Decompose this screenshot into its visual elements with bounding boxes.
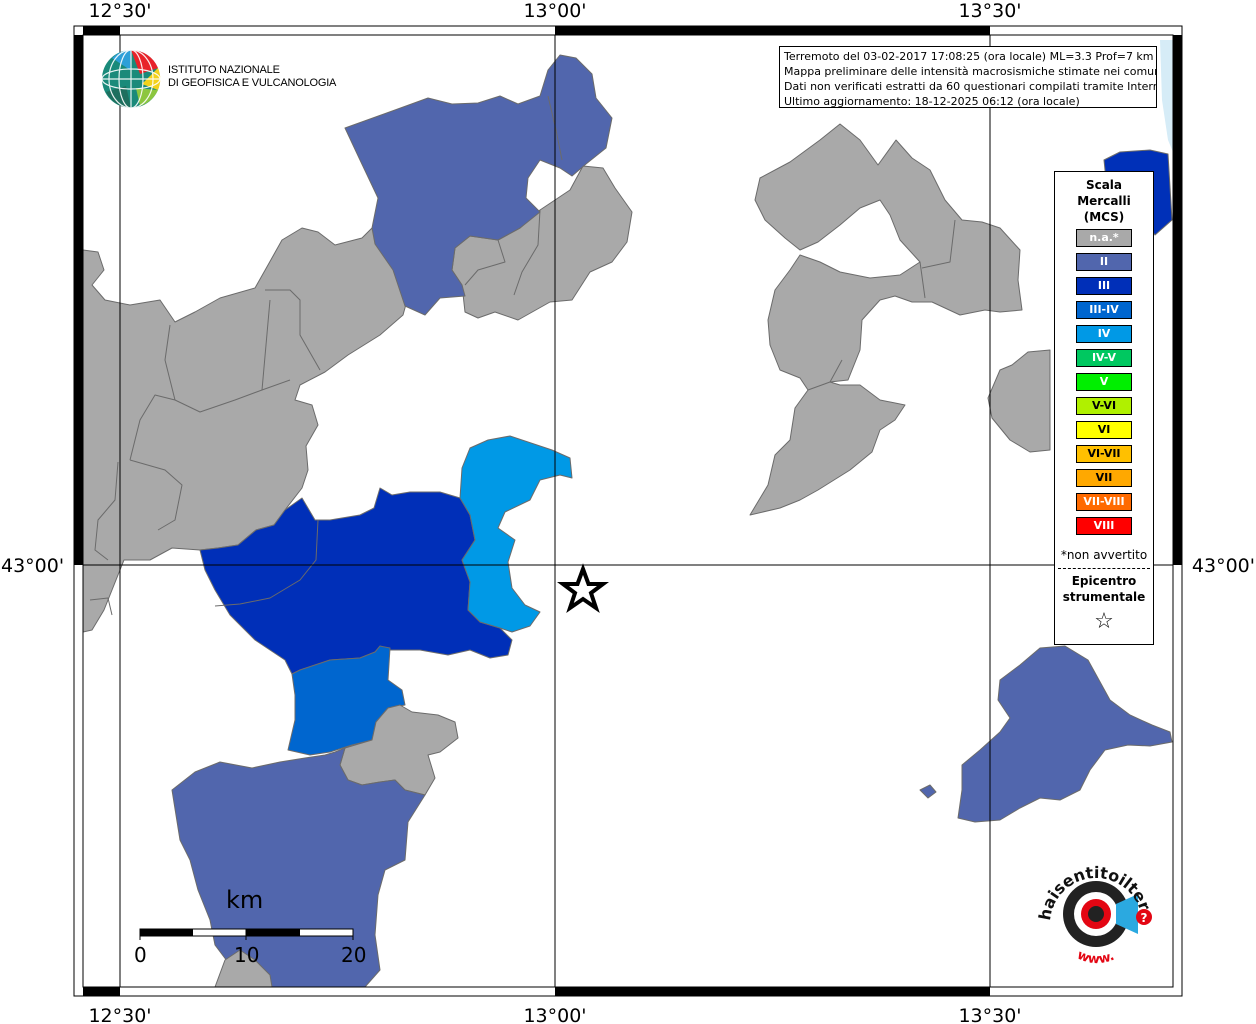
municipality-border — [89, 289, 321, 616]
legend-item-vi: VI — [1076, 421, 1132, 439]
municipality-na — [214, 949, 273, 987]
legend-item-iv-v: IV-V — [1076, 349, 1132, 367]
scale-label-20: 20 — [341, 943, 367, 967]
municipality-IV — [459, 435, 573, 633]
municipality-II — [957, 645, 1173, 823]
coord-top-2: 13°00' — [523, 0, 586, 22]
legend-title-line1: Scala — [1085, 178, 1123, 192]
legend-separator — [1058, 568, 1150, 569]
municipality-border — [547, 95, 563, 161]
event-info-line3: Dati non verificati estratti da 60 quest… — [784, 80, 1157, 93]
event-info-line2: Mappa preliminare delle intensità macros… — [784, 65, 1157, 78]
ingv-name-line1: ISTITUTO NAZIONALE — [168, 64, 280, 76]
coord-right: 43°00' — [1192, 555, 1255, 577]
municipality-na — [83, 227, 411, 633]
coord-top-1: 12°30' — [88, 0, 151, 22]
legend-item-v-vi: V-VI — [1076, 397, 1132, 415]
legend-items: n.a.* II III III-IV IV IV-V V V-VI VI VI-VII VII VI… — [1055, 229, 1153, 535]
mcs-legend: Scala Mercalli (MCS) n.a.* II III III-IV IV I… — [1054, 171, 1154, 645]
legend-star-icon: ☆ — [1094, 609, 1114, 634]
legend-item-n-a: n.a.* — [1076, 229, 1132, 247]
legend-item-iii: III — [1076, 277, 1132, 295]
legend-item-vi-vii: VI-VII — [1076, 445, 1132, 463]
legend-note: *non avvertito — [1060, 548, 1148, 562]
ingv-globe-logo — [101, 49, 161, 109]
svg-text:www.: www. — [1075, 948, 1117, 968]
legend-title-line2: Mercalli — [1077, 194, 1131, 208]
municipality-II — [344, 54, 613, 316]
coord-left: 43°00' — [1, 555, 64, 577]
haisentito-question: ? — [1141, 911, 1148, 925]
municipality-II — [171, 747, 426, 987]
legend-item-viii: VIII — [1076, 517, 1132, 535]
scale-label-10: 10 — [234, 943, 260, 967]
legend-item-ii: II — [1076, 253, 1132, 271]
municipality-na — [749, 123, 1023, 516]
municipality-border — [464, 209, 541, 296]
event-info-line1: Terremoto del 03-02-2017 17:08:25 (ora l… — [784, 50, 1154, 63]
coord-bottom-1: 12°30' — [88, 1005, 151, 1024]
haisentito-www: www. — [1075, 948, 1117, 968]
legend-item-vii: VII — [1076, 469, 1132, 487]
municipality-border — [829, 219, 956, 383]
legend-item-iii-iv: III-IV — [1076, 301, 1132, 319]
event-info-line4: Ultimo aggiornamento: 18-12-2025 06:12 (… — [784, 95, 1080, 108]
scale-label-0: 0 — [134, 943, 147, 967]
legend-epicenter-line1: Epicentro — [1071, 574, 1137, 588]
legend-epicenter-line2: strumentale — [1062, 590, 1146, 604]
legend-epicenter-label: Epicentro strumentale — [1055, 573, 1153, 605]
municipality-border — [214, 519, 319, 607]
haisentito-logo: haisentitoilterremoto.it www. ? — [1032, 862, 1157, 968]
municipality-II — [919, 784, 937, 799]
ingv-name: ISTITUTO NAZIONALE DI GEOFISICA E VULCAN… — [168, 64, 336, 90]
legend-item-vii-viii: VII-VIII — [1076, 493, 1132, 511]
coord-bottom-2: 13°00' — [523, 1005, 586, 1024]
legend-item-v: V — [1076, 373, 1132, 391]
coord-top-3: 13°30' — [958, 0, 1021, 22]
legend-item-iv: IV — [1076, 325, 1132, 343]
scale-unit: km — [226, 886, 264, 914]
scale-bar — [139, 928, 354, 940]
event-info-box: Terremoto del 03-02-2017 17:08:25 (ora l… — [779, 46, 1157, 108]
coord-bottom-3: 13°30' — [958, 1005, 1021, 1024]
ingv-name-line2: DI GEOFISICA E VULCANOLOGIA — [168, 77, 337, 89]
legend-title-line3: (MCS) — [1083, 210, 1125, 224]
epicenter-star — [557, 563, 609, 614]
coast-strip — [1160, 40, 1173, 152]
legend-title: Scala Mercalli (MCS) — [1055, 177, 1153, 225]
